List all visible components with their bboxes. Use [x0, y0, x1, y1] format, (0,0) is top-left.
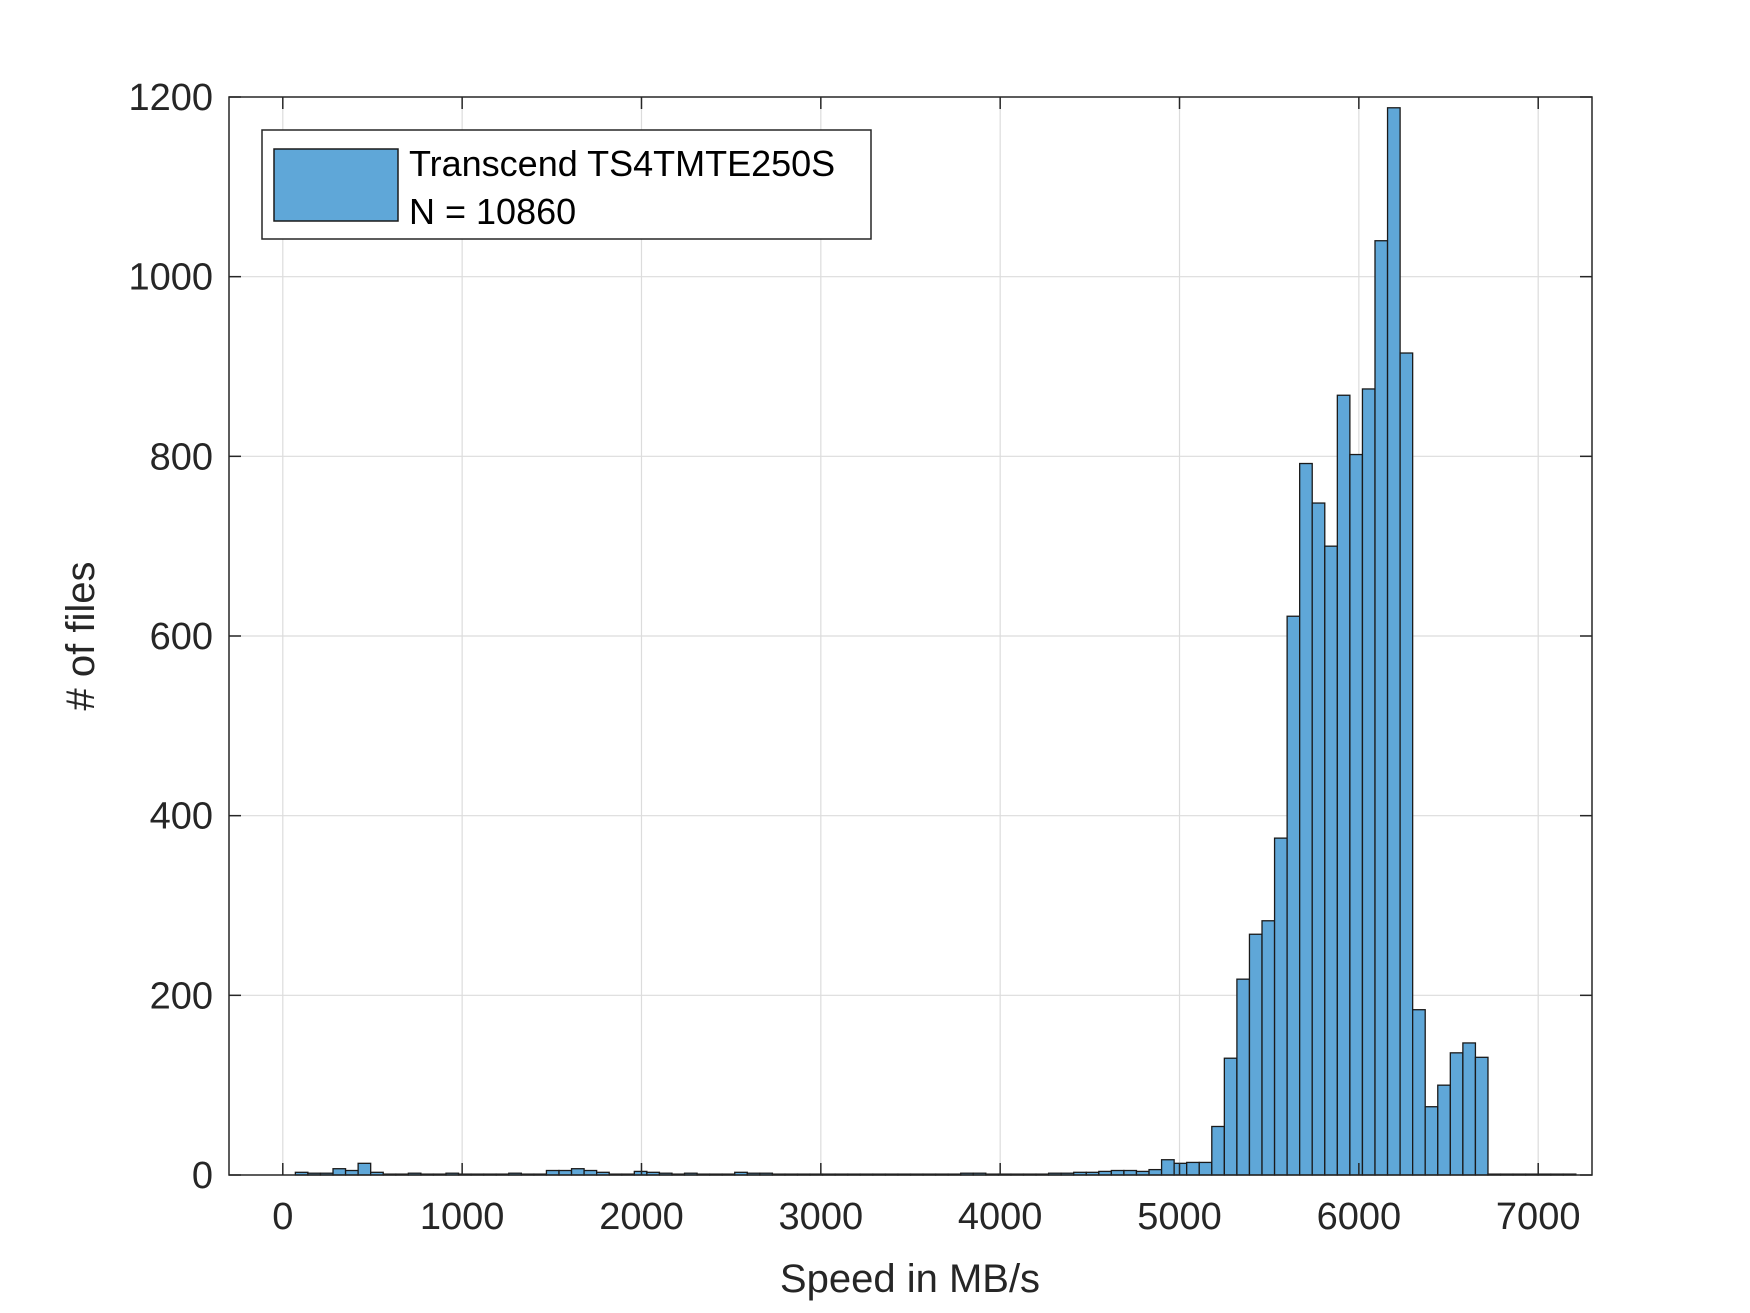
histogram-bar [1273, 837, 1288, 1176]
histogram-bar [1248, 933, 1263, 1176]
x-axis-label: Speed in MB/s [780, 1257, 1040, 1301]
x-tick-label: 4000 [958, 1196, 1043, 1238]
histogram-bar [1361, 388, 1376, 1176]
y-tick-label: 400 [150, 796, 213, 838]
histogram-bar [1349, 453, 1364, 1176]
y-tick-label: 0 [192, 1155, 213, 1197]
histogram-bar [1223, 1057, 1238, 1176]
x-tick-label: 1000 [420, 1196, 505, 1238]
y-tick-label: 800 [150, 436, 213, 478]
histogram-bar [1261, 920, 1276, 1176]
histogram-bar [1173, 1162, 1188, 1176]
histogram-bar [1211, 1125, 1225, 1176]
histogram-bar [570, 1168, 585, 1176]
y-tick-label: 1000 [128, 257, 213, 299]
histogram-bar [1336, 394, 1351, 1176]
y-tick-label: 1200 [128, 77, 213, 119]
histogram-bar [1449, 1052, 1464, 1176]
histogram-bar [332, 1168, 347, 1176]
legend-series-name: Transcend TS4TMTE250S [409, 143, 835, 184]
histogram-bar [1424, 1106, 1439, 1176]
histogram-bar [1299, 462, 1313, 1176]
histogram-bar [1474, 1056, 1489, 1176]
x-tick-label: 5000 [1137, 1196, 1222, 1238]
histogram-bar [1236, 978, 1251, 1176]
y-axis-label: # of files [59, 562, 103, 711]
x-tick-label: 3000 [779, 1196, 864, 1238]
histogram-bar [1286, 615, 1301, 1176]
histogram-bar [1437, 1084, 1451, 1176]
histogram-bar [1374, 240, 1389, 1176]
x-tick-labels: 0 1000 2000 3000 4000 5000 6000 7000 [272, 1196, 1580, 1238]
x-tick-label: 6000 [1317, 1196, 1402, 1238]
legend: Transcend TS4TMTE250S N = 10860 [261, 129, 872, 240]
x-tick-label: 2000 [599, 1196, 684, 1238]
histogram-bar [1386, 107, 1401, 1176]
histogram-bar [1186, 1161, 1200, 1176]
legend-swatch [273, 148, 399, 222]
y-tick-label: 600 [150, 616, 213, 658]
y-tick-label: 200 [150, 975, 213, 1017]
histogram-bar [1462, 1042, 1477, 1176]
histogram-bar [1412, 1009, 1426, 1176]
histogram-bar [1399, 352, 1414, 1176]
legend-sample-count: N = 10860 [409, 191, 576, 232]
histogram-bar [1324, 545, 1338, 1176]
histogram-bar [1311, 502, 1326, 1176]
histogram-bar [1160, 1159, 1175, 1176]
histogram-bar [1148, 1168, 1163, 1176]
axis-ticks [229, 96, 1592, 1176]
histogram-bar [1198, 1161, 1213, 1176]
x-tick-label: 7000 [1496, 1196, 1581, 1238]
histogram-bar [357, 1162, 372, 1176]
x-tick-label: 0 [272, 1196, 293, 1238]
histogram-bars [294, 107, 1577, 1176]
y-tick-labels: 0 200 400 600 800 1000 1200 [128, 77, 213, 1197]
